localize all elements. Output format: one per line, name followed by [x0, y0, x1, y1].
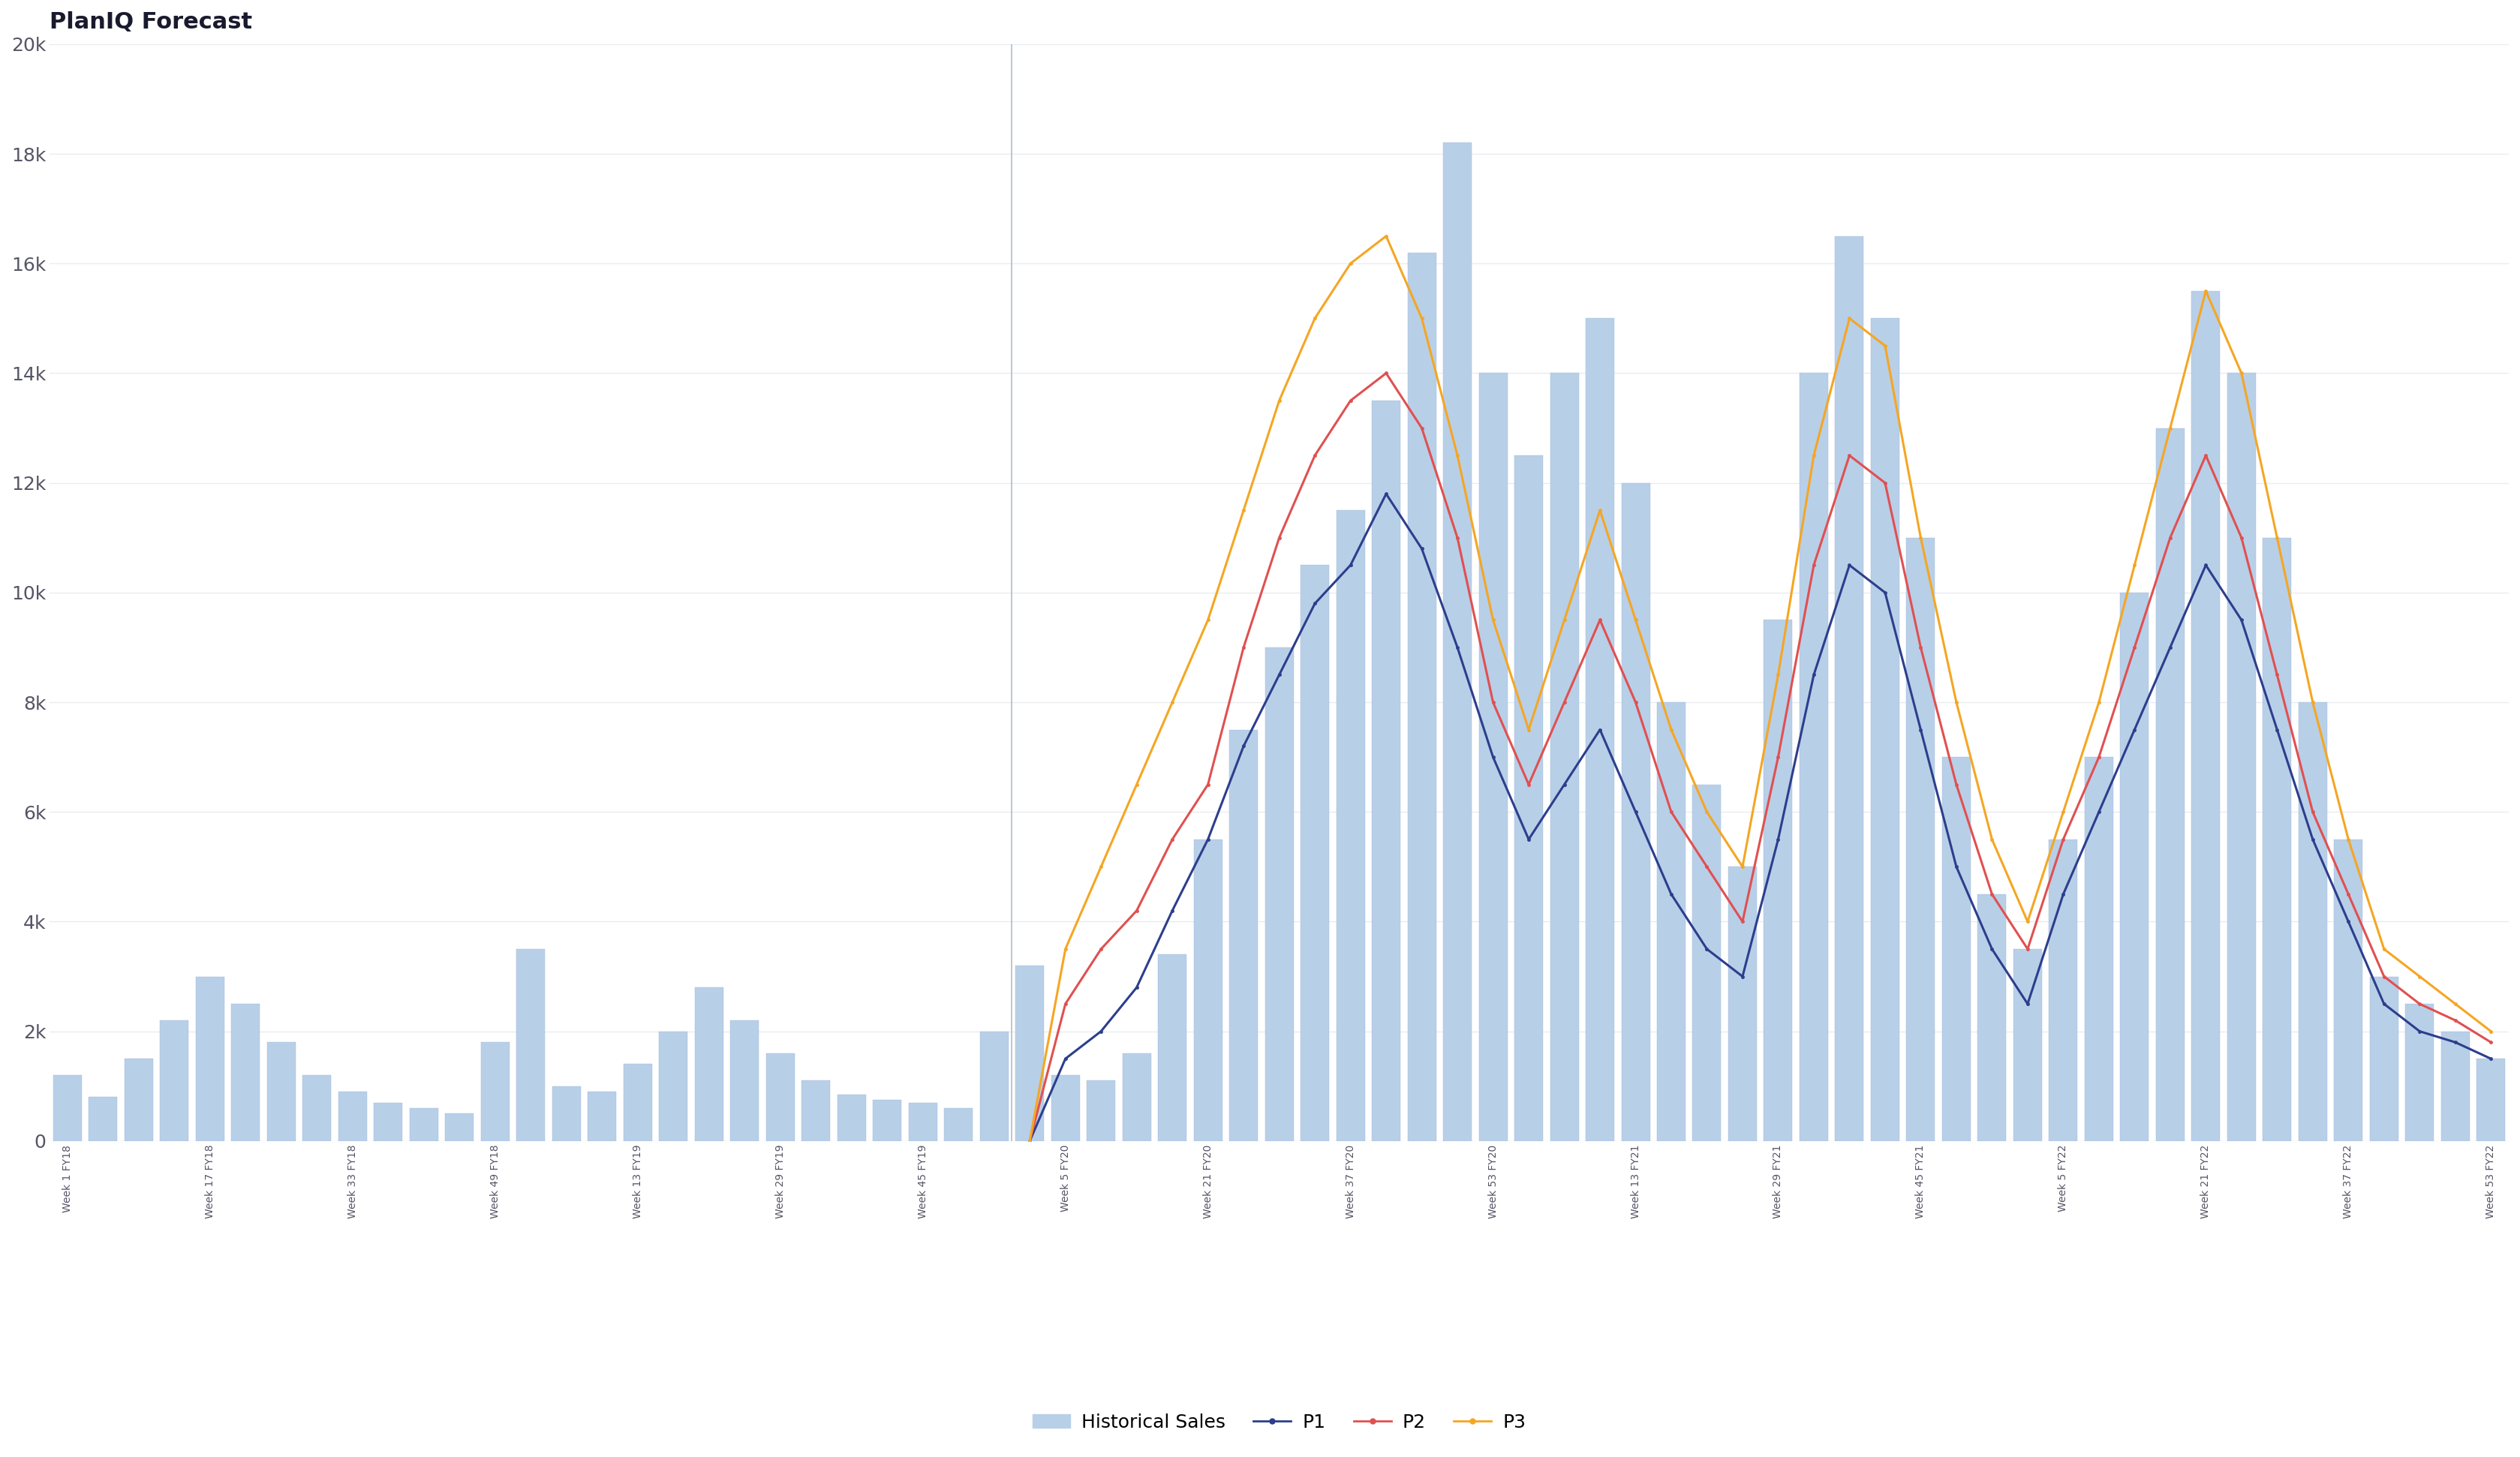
Bar	[1870, 318, 1900, 1141]
Bar	[53, 1075, 81, 1141]
Bar	[1658, 702, 1686, 1141]
Bar	[2263, 538, 2291, 1141]
Bar	[872, 1100, 902, 1141]
Bar	[1479, 373, 1507, 1141]
Bar	[2298, 702, 2326, 1141]
Bar	[622, 1064, 653, 1141]
Bar	[338, 1091, 368, 1141]
Bar	[88, 1097, 118, 1141]
Bar	[2334, 839, 2364, 1141]
Bar	[2369, 976, 2399, 1141]
Bar	[945, 1109, 973, 1141]
Bar	[766, 1053, 794, 1141]
Bar	[1729, 867, 1756, 1141]
Bar	[517, 949, 544, 1141]
Bar	[1799, 373, 1827, 1141]
Bar	[1515, 456, 1542, 1141]
Bar	[2477, 1059, 2505, 1141]
Bar	[1764, 621, 1792, 1141]
Bar	[373, 1103, 403, 1141]
Bar	[1265, 647, 1293, 1141]
Bar	[2407, 1004, 2434, 1141]
Bar	[1230, 730, 1257, 1141]
Bar	[1943, 758, 1971, 1141]
Bar	[1693, 784, 1721, 1141]
Bar	[1409, 252, 1436, 1141]
Bar	[1835, 236, 1865, 1141]
Bar	[980, 1032, 1008, 1141]
Bar	[2157, 428, 2185, 1141]
Bar	[197, 976, 224, 1141]
Bar	[837, 1094, 867, 1141]
Bar	[1620, 482, 1651, 1141]
Bar	[910, 1103, 937, 1141]
Bar	[731, 1020, 759, 1141]
Bar	[2013, 949, 2041, 1141]
Bar	[2192, 291, 2220, 1141]
Bar	[660, 1032, 688, 1141]
Bar	[2119, 593, 2150, 1141]
Bar	[1121, 1053, 1152, 1141]
Bar	[801, 1081, 829, 1141]
Bar	[481, 1042, 509, 1141]
Bar	[1300, 565, 1328, 1141]
Bar	[1194, 839, 1222, 1141]
Bar	[1585, 318, 1615, 1141]
Bar	[696, 988, 723, 1141]
Bar	[123, 1059, 154, 1141]
Bar	[161, 1020, 189, 1141]
Bar	[1371, 401, 1401, 1141]
Bar	[232, 1004, 260, 1141]
Bar	[1978, 895, 2006, 1141]
Bar	[587, 1091, 617, 1141]
Bar	[2442, 1032, 2470, 1141]
Bar	[446, 1113, 474, 1141]
Bar	[2228, 373, 2255, 1141]
Bar	[1336, 510, 1366, 1141]
Bar	[1086, 1081, 1116, 1141]
Bar	[1016, 966, 1043, 1141]
Bar	[1444, 143, 1472, 1141]
Text: PlanIQ Forecast: PlanIQ Forecast	[50, 12, 252, 34]
Bar	[1908, 538, 1935, 1141]
Bar	[1550, 373, 1578, 1141]
Legend: Historical Sales, P1, P2, P3: Historical Sales, P1, P2, P3	[1026, 1406, 1535, 1438]
Bar	[267, 1042, 295, 1141]
Bar	[1051, 1075, 1079, 1141]
Bar	[1159, 954, 1187, 1141]
Bar	[302, 1075, 330, 1141]
Bar	[552, 1085, 580, 1141]
Bar	[2084, 758, 2114, 1141]
Bar	[2049, 839, 2076, 1141]
Bar	[411, 1109, 438, 1141]
